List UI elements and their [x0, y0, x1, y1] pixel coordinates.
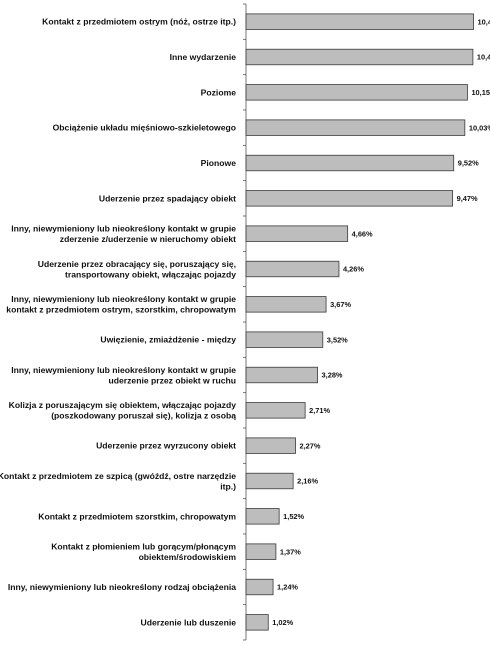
data-label-9: 3,67%: [330, 300, 351, 309]
category-label-13: Uderzenie przez wyrzucony obiekt: [96, 441, 236, 451]
data-label-10: 3,52%: [327, 335, 348, 344]
category-label-9-line-1: Inny, niewymieniony lub nieokreślony kon…: [11, 294, 236, 304]
data-label-7: 4,66%: [352, 229, 373, 238]
bar-10: [245, 331, 324, 348]
category-label-9-line-2: kontakt z przedmiotem ostrym, szorstkim,…: [6, 305, 236, 315]
bar-16: [245, 543, 277, 560]
category-label-5: Pionowe: [201, 158, 237, 168]
category-label-15: Kontakt z przedmiotem szorstkim, chropow…: [38, 511, 236, 521]
data-label-13: 2,27%: [300, 441, 321, 450]
category-label-16-line-1: Kontakt z płomieniem lub gorącym/płonący…: [51, 541, 236, 551]
category-label-14-line-1: Kontakt z przedmiotem ze szpicą (gwóźdź,…: [0, 471, 236, 481]
bar-7: [245, 225, 349, 242]
category-label-16-line-2: obiektem/środowiskiem: [139, 552, 237, 562]
bar-11: [245, 366, 318, 384]
data-label-12: 2,71%: [309, 406, 330, 415]
category-label-8-line-2: transportowany obiekt, włączając pojazdy: [65, 269, 236, 279]
data-label-15: 1,52%: [283, 512, 304, 521]
category-label-12-line-1: Kolizja z poruszającym się obiektem, włą…: [9, 400, 237, 410]
data-label-16: 1,37%: [280, 547, 301, 556]
bar-4: [245, 119, 466, 136]
category-label-10: Uwięzienie, zmiażdżenie - między: [100, 335, 236, 345]
category-label-2: Inne wydarzenie: [170, 52, 237, 62]
category-label-11-line-1: Inny, niewymieniony lub nieokreślony kon…: [11, 365, 236, 375]
category-label-7-line-1: Inny, niewymieniony lub nieokreślony kon…: [11, 223, 236, 233]
data-label-1: 10,43%: [478, 17, 490, 26]
category-label-12-line-2: (poszkodowany poruszał się), kolizja z o…: [51, 411, 236, 421]
data-label-14: 2,16%: [297, 477, 318, 486]
data-label-8: 4,26%: [343, 265, 364, 274]
bar-17: [245, 578, 274, 596]
category-label-6: Uderzenie przez spadający obiekt: [99, 193, 236, 203]
bar-18: [245, 614, 269, 631]
category-label-8-line-1: Uderzenie przez obracający się, poruszaj…: [38, 259, 236, 269]
category-label-3: Poziome: [201, 87, 237, 97]
bar-2: [245, 48, 474, 66]
bar-1: [245, 13, 474, 30]
category-label-1: Kontakt z przedmiotem ostrym (nóż, ostrz…: [42, 17, 236, 27]
data-label-18: 1,02%: [272, 618, 293, 627]
bar-8: [245, 260, 340, 278]
data-label-3: 10,15%: [471, 88, 490, 97]
category-label-17: Inny, niewymieniony lub nieokreślony rod…: [8, 582, 236, 592]
data-label-2: 10,40%: [477, 53, 490, 62]
bar-14: [245, 472, 294, 490]
bar-5: [245, 154, 455, 172]
bar-15: [245, 508, 280, 525]
data-label-4: 10,03%: [469, 123, 490, 132]
category-label-7-line-2: zderzenie z/uderzenie w nieruchomy obiek…: [60, 234, 236, 244]
category-label-18: Uderzenie lub duszenie: [140, 617, 236, 627]
category-label-4: Obciążenie układu mięśniowo-szkieletoweg…: [53, 123, 236, 133]
bar-9: [245, 296, 327, 313]
data-label-11: 3,28%: [322, 371, 343, 380]
bar-13: [245, 437, 296, 454]
bar-6: [245, 190, 454, 207]
data-label-17: 1,24%: [277, 583, 298, 592]
data-label-6: 9,47%: [457, 194, 478, 203]
category-label-11-line-2: uderzenie przez obiekt w ruchu: [109, 375, 237, 385]
bar-3: [245, 84, 468, 101]
bar-12: [245, 402, 306, 419]
category-label-14-line-2: itp.): [220, 481, 236, 491]
data-label-5: 9,52%: [458, 159, 479, 168]
